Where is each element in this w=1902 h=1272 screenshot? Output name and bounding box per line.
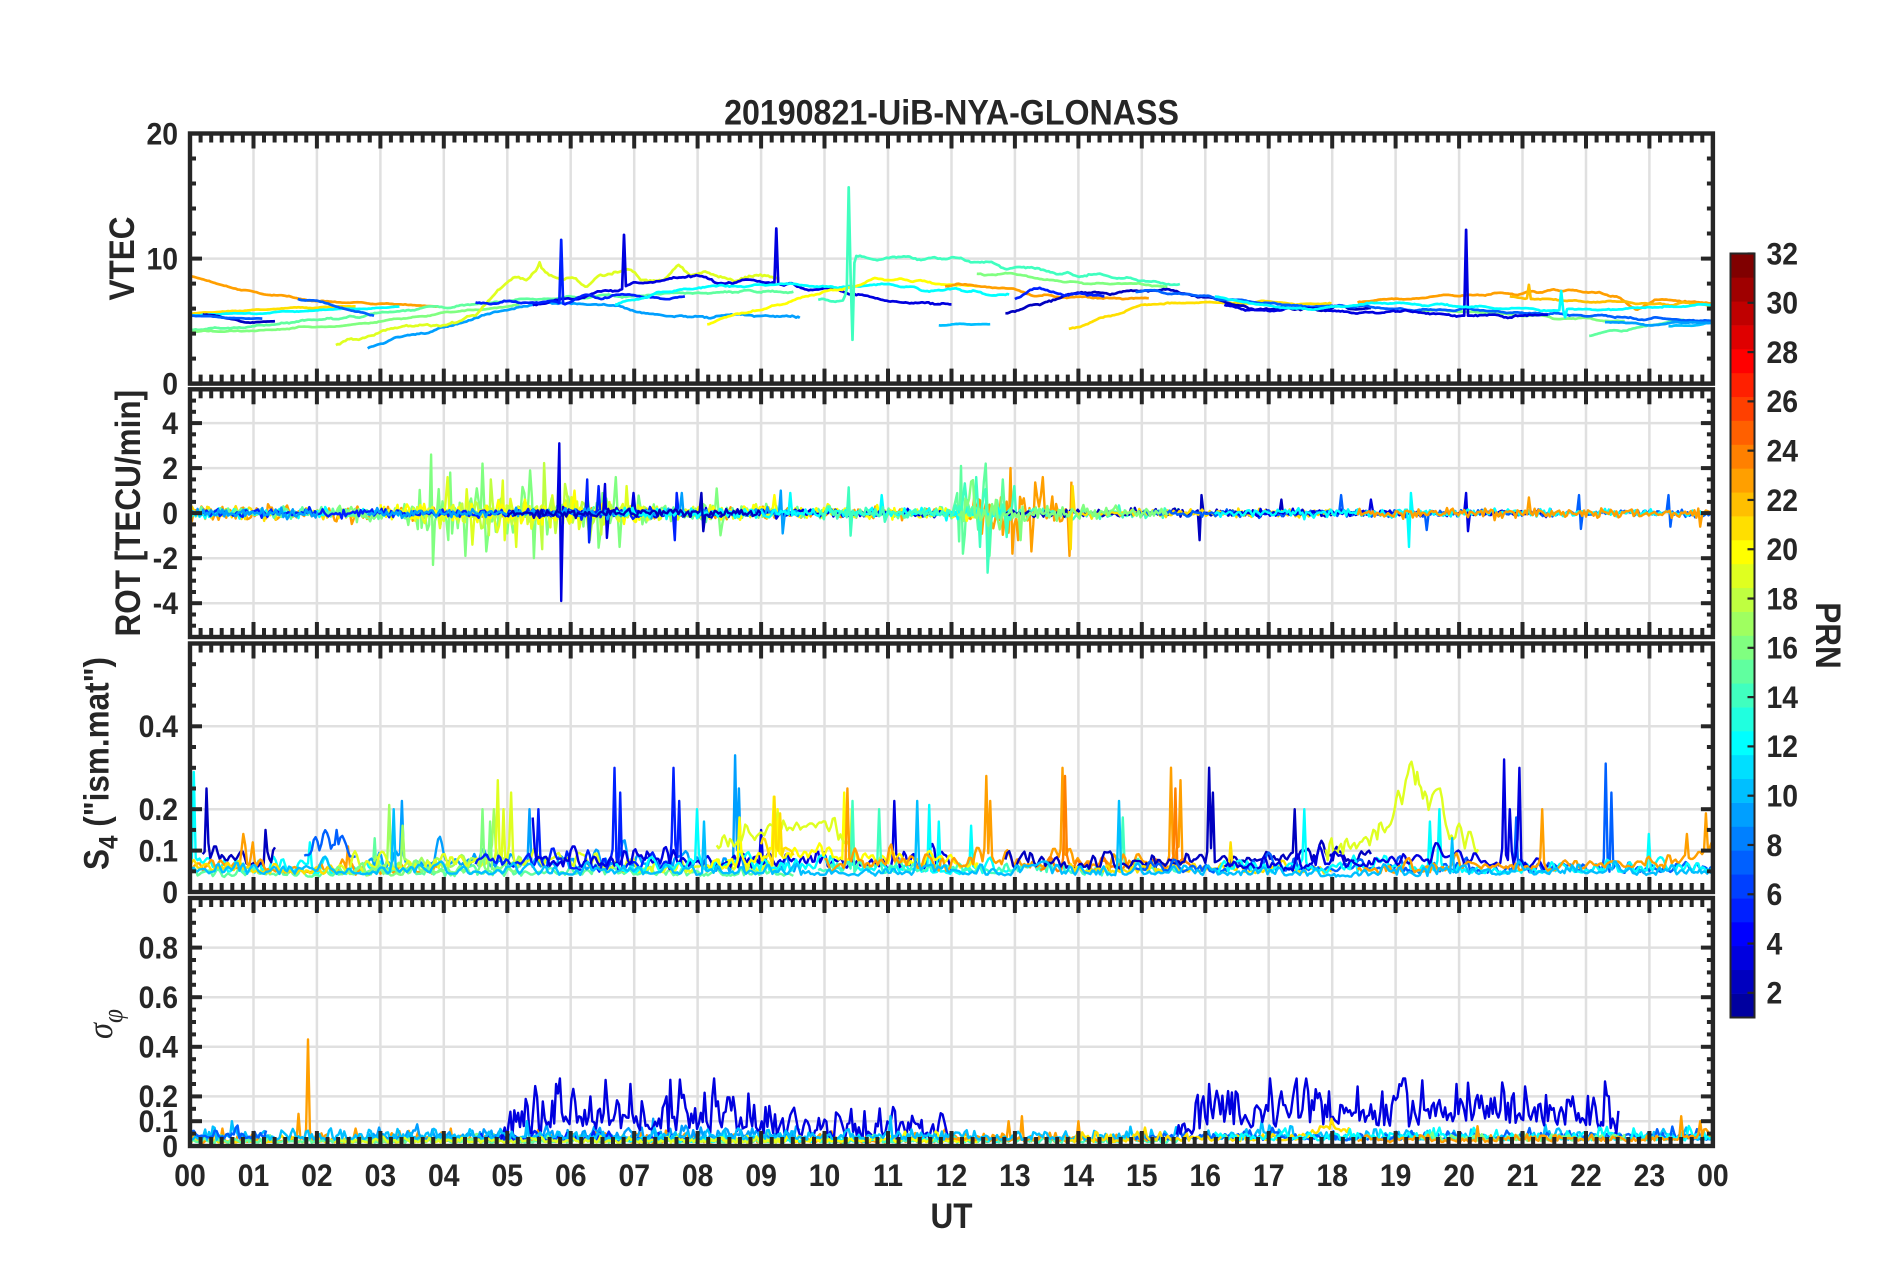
svg-text:0.2: 0.2 [139, 793, 178, 828]
svg-text:19: 19 [1380, 1159, 1412, 1194]
svg-text:0: 0 [162, 1129, 178, 1164]
svg-text:6: 6 [1767, 878, 1783, 913]
svg-text:10: 10 [809, 1159, 841, 1194]
svg-text:0.1: 0.1 [139, 1105, 178, 1140]
svg-text:20: 20 [146, 117, 178, 152]
svg-text:06: 06 [555, 1159, 587, 1194]
svg-text:2: 2 [162, 452, 178, 487]
svg-text:14: 14 [1767, 681, 1799, 716]
svg-text:UT: UT [931, 1198, 973, 1237]
svg-text:32: 32 [1767, 237, 1799, 272]
svg-text:11: 11 [873, 1159, 903, 1194]
svg-text:00: 00 [174, 1159, 206, 1194]
svg-text:16: 16 [1190, 1159, 1222, 1194]
svg-text:8: 8 [1767, 828, 1783, 863]
svg-text:00: 00 [1697, 1159, 1729, 1194]
svg-text:0.2: 0.2 [139, 1080, 178, 1115]
svg-text:PRN: PRN [1808, 602, 1847, 668]
svg-text:22: 22 [1570, 1159, 1602, 1194]
svg-text:03: 03 [365, 1159, 397, 1194]
svg-text:16: 16 [1767, 631, 1799, 666]
svg-text:0: 0 [162, 367, 178, 402]
svg-text:30: 30 [1767, 286, 1799, 321]
svg-text:07: 07 [618, 1159, 650, 1194]
svg-text:12: 12 [936, 1159, 968, 1194]
svg-text:05: 05 [492, 1159, 524, 1194]
svg-text:09: 09 [745, 1159, 777, 1194]
svg-text:ROT [TECU/min]: ROT [TECU/min] [110, 390, 149, 637]
svg-text:22: 22 [1767, 483, 1799, 518]
svg-text:14: 14 [1063, 1159, 1095, 1194]
svg-text:0.8: 0.8 [139, 931, 178, 966]
svg-text:S4 ("ism.mat"): S4 ("ism.mat") [78, 657, 124, 870]
svg-text:17: 17 [1253, 1159, 1285, 1194]
svg-text:0.1: 0.1 [139, 834, 178, 869]
svg-text:2: 2 [1767, 976, 1783, 1011]
svg-text:02: 02 [301, 1159, 333, 1194]
svg-text:28: 28 [1767, 336, 1799, 371]
svg-text:0.4: 0.4 [139, 1030, 179, 1065]
svg-text:18: 18 [1316, 1159, 1348, 1194]
svg-text:20: 20 [1443, 1159, 1475, 1194]
svg-text:26: 26 [1767, 385, 1799, 420]
svg-text:13: 13 [999, 1159, 1031, 1194]
svg-text:0: 0 [162, 497, 178, 532]
svg-text:4: 4 [162, 407, 178, 442]
svg-text:23: 23 [1634, 1159, 1666, 1194]
svg-text:10: 10 [1767, 779, 1799, 814]
svg-text:4: 4 [1767, 927, 1783, 962]
svg-text:10: 10 [146, 242, 178, 277]
svg-text:0.6: 0.6 [139, 981, 178, 1016]
svg-text:12: 12 [1767, 730, 1799, 765]
svg-text:08: 08 [682, 1159, 714, 1194]
svg-text:21: 21 [1507, 1159, 1539, 1194]
svg-text:-4: -4 [153, 587, 179, 622]
svg-text:20: 20 [1767, 533, 1799, 568]
svg-text:20190821-UiB-NYA-GLONASS: 20190821-UiB-NYA-GLONASS [724, 94, 1179, 133]
svg-text:VTEC: VTEC [104, 217, 143, 301]
svg-text:15: 15 [1126, 1159, 1158, 1194]
svg-text:04: 04 [428, 1159, 460, 1194]
svg-text:24: 24 [1767, 434, 1799, 469]
svg-text:18: 18 [1767, 582, 1799, 617]
svg-text:0: 0 [162, 875, 178, 910]
svg-text:01: 01 [238, 1159, 270, 1194]
svg-text:0.4: 0.4 [139, 710, 179, 745]
svg-text:-2: -2 [153, 542, 178, 577]
